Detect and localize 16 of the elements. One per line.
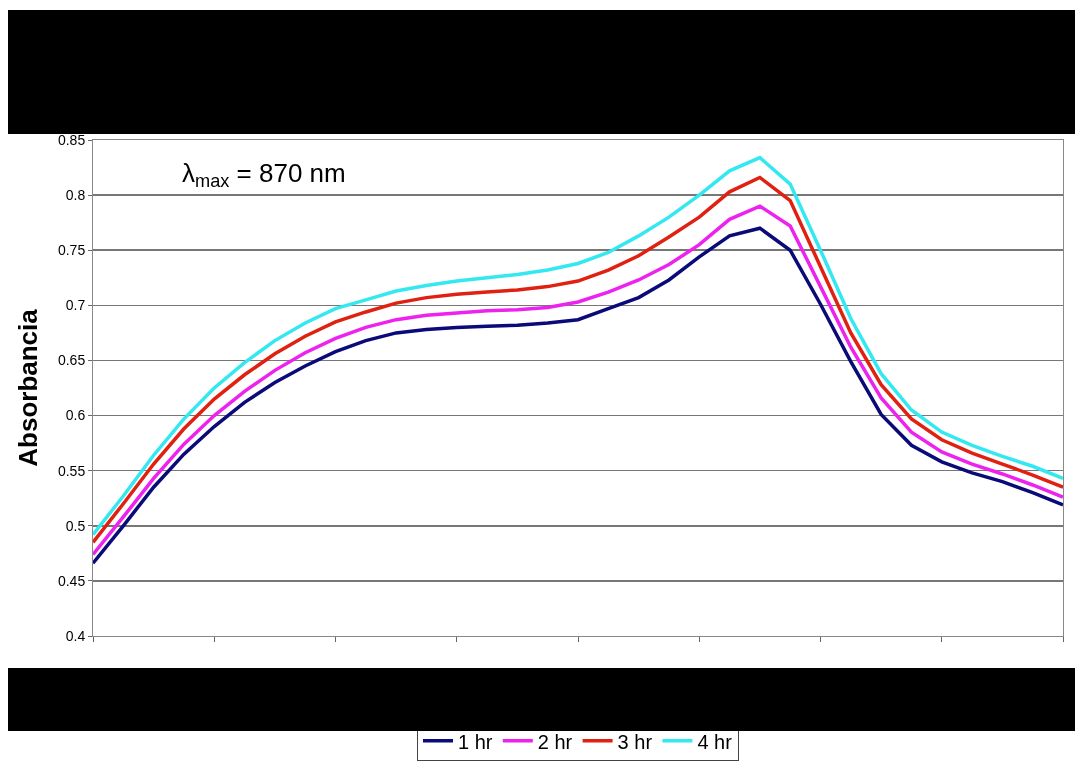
y-tick-label: 0.4 <box>65 627 86 644</box>
y-tick-label: 0.5 <box>65 517 86 534</box>
annotation: λ$_{max}$ = 870 nm <box>182 158 346 192</box>
legend-label: 4 hr <box>697 730 733 753</box>
y-tick-label: 0.65 <box>57 352 86 369</box>
y-tick-label: 0.85 <box>57 131 86 148</box>
y-tick-label: 0.55 <box>57 462 86 479</box>
y-tick-label: 0.45 <box>57 572 86 589</box>
legend-label: 1 hr <box>458 730 493 753</box>
legend-label: 2 hr <box>537 730 573 753</box>
y-tick-label: 0.75 <box>57 242 86 259</box>
y-tick-label: 0.7 <box>65 297 86 314</box>
y-tick-label: 0.8 <box>65 187 86 204</box>
y-axis-title: Absorbancia <box>13 308 44 467</box>
y-tick-label: 0.6 <box>65 407 86 424</box>
legend-label: 3 hr <box>617 730 653 753</box>
